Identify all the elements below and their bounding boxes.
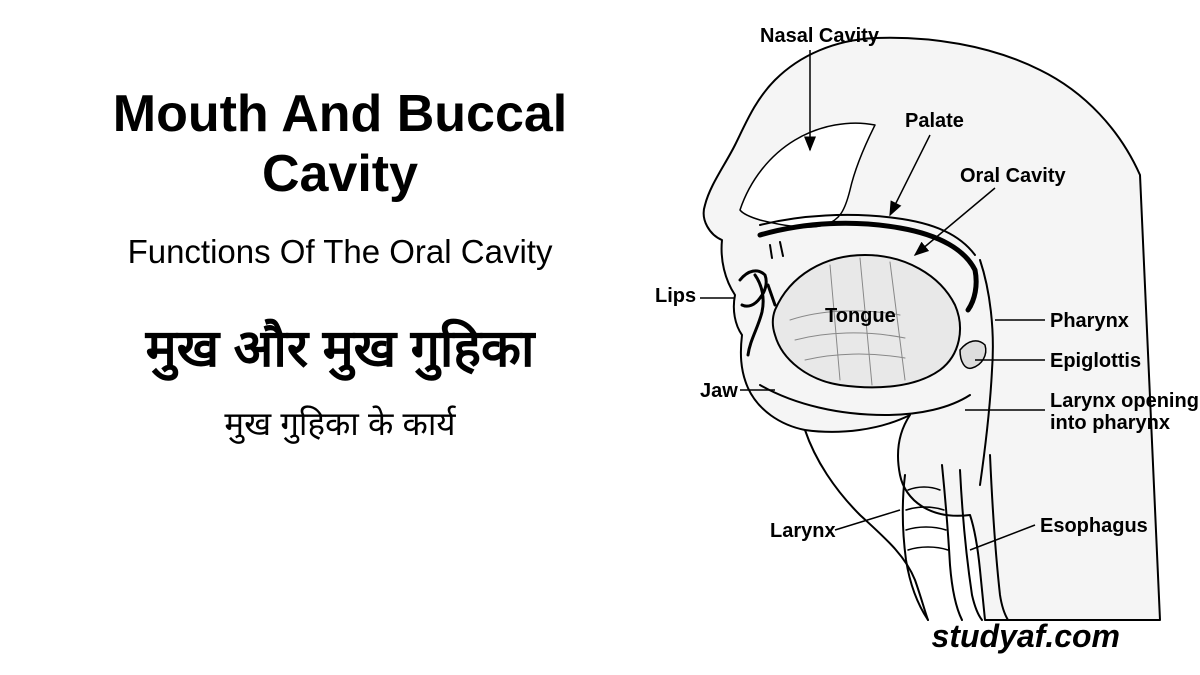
leader-larynx bbox=[835, 510, 900, 530]
label-larynx-opening: Larynx opening into pharynx bbox=[1050, 390, 1200, 434]
anatomy-diagram: Nasal Cavity Palate Oral Cavity Lips Tongue J… bbox=[640, 10, 1190, 630]
subtitle-hindi: मुख गुहिका के कार्य bbox=[40, 400, 640, 445]
label-larynx: Larynx bbox=[770, 520, 836, 543]
text-panel: Mouth And Buccal Cavity Functions Of The… bbox=[40, 85, 640, 445]
main-title: Mouth And Buccal Cavity bbox=[40, 85, 640, 205]
label-esophagus: Esophagus bbox=[1040, 515, 1148, 538]
label-epiglottis: Epiglottis bbox=[1050, 350, 1141, 373]
label-palate: Palate bbox=[905, 110, 964, 133]
title-hindi: मुख और मुख गुहिका bbox=[40, 311, 640, 382]
label-nasal-cavity: Nasal Cavity bbox=[760, 25, 879, 48]
label-pharynx: Pharynx bbox=[1050, 310, 1129, 333]
label-lips: Lips bbox=[655, 285, 696, 308]
subtitle-english: Functions Of The Oral Cavity bbox=[40, 233, 640, 271]
label-jaw: Jaw bbox=[700, 380, 738, 403]
label-tongue: Tongue bbox=[825, 305, 896, 328]
label-oral-cavity: Oral Cavity bbox=[960, 165, 1066, 188]
